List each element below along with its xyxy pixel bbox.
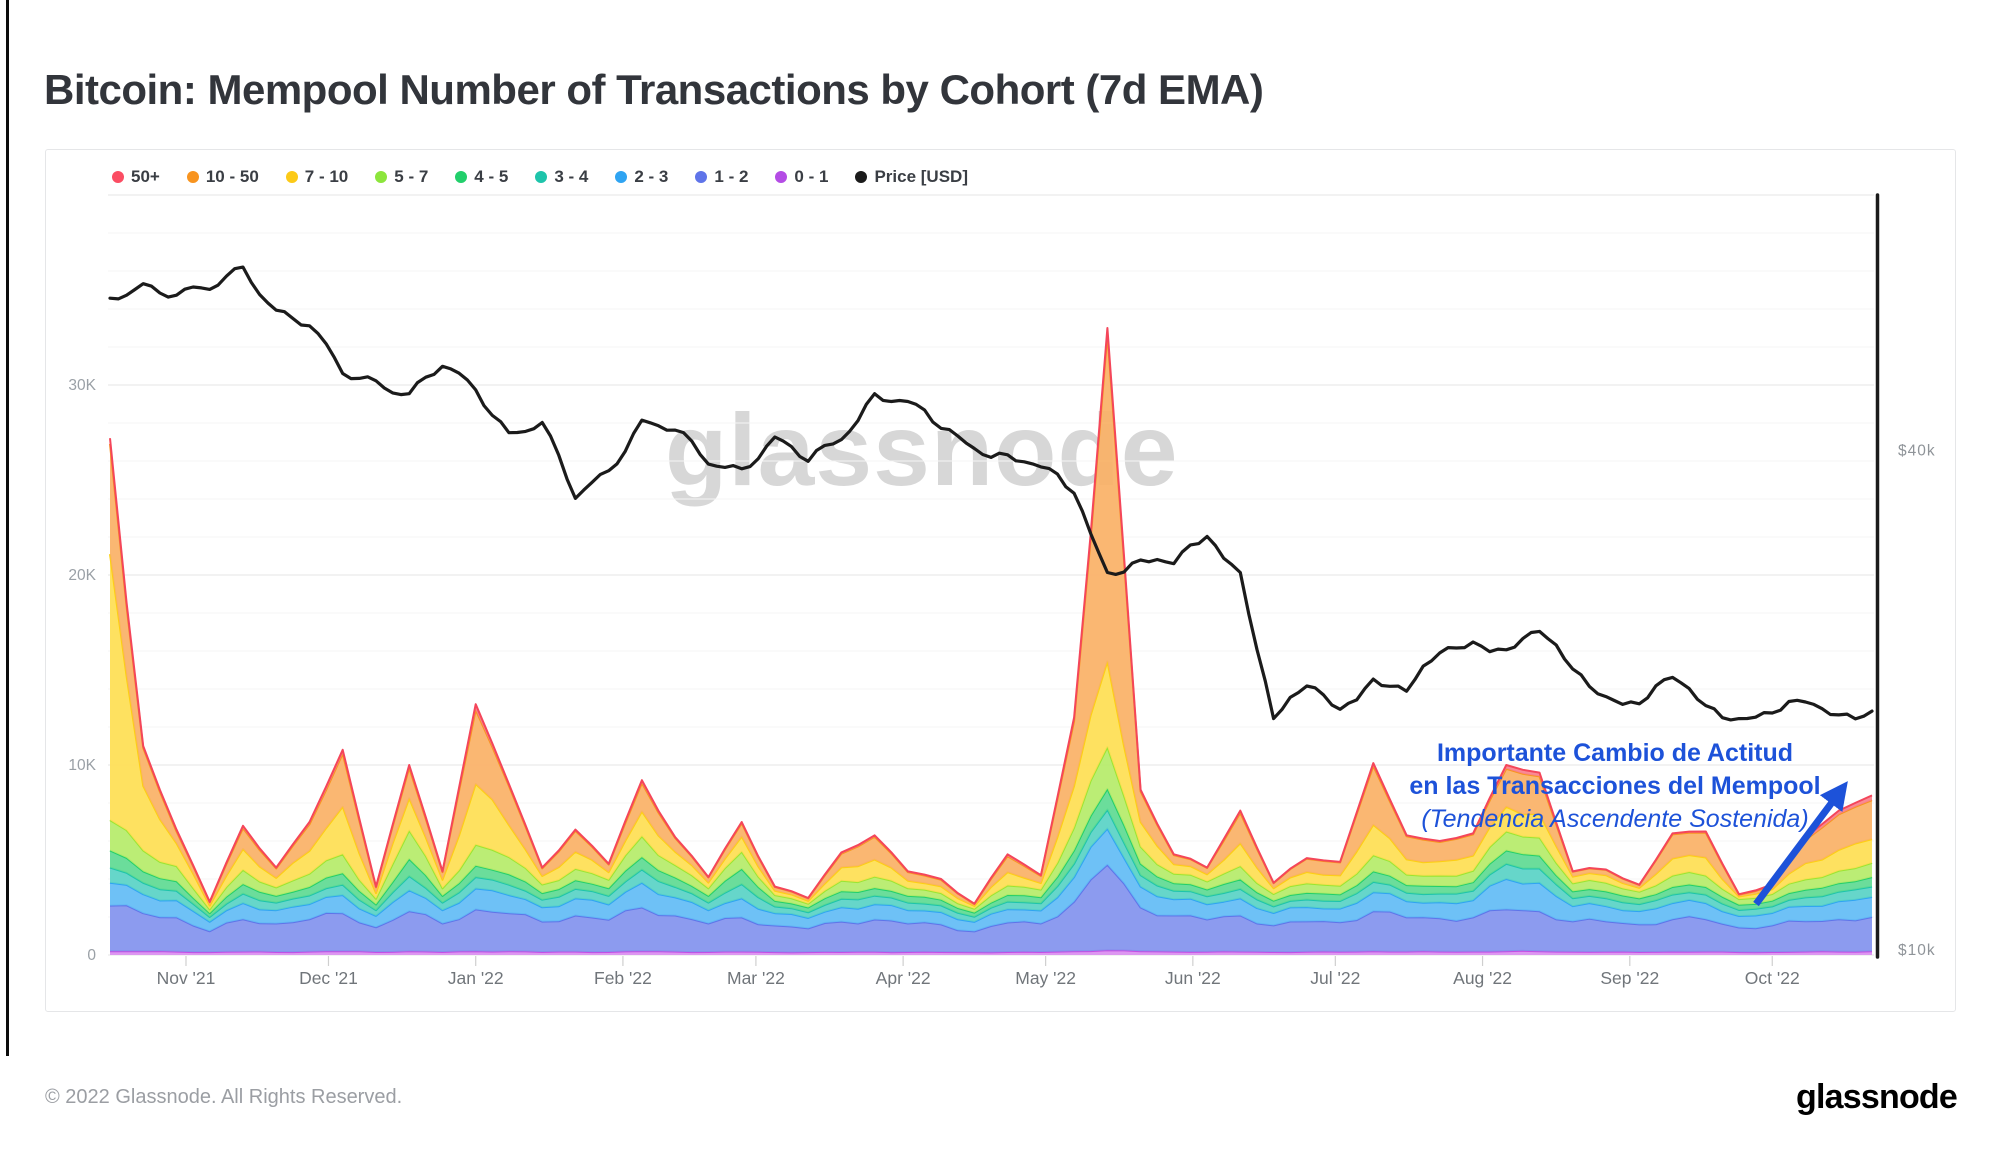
legend-item-10-50[interactable]: 10 - 50 — [186, 167, 259, 187]
legend-item-4-5[interactable]: 4 - 5 — [455, 167, 508, 187]
gridlines — [108, 194, 1874, 956]
legend-label: 7 - 10 — [304, 167, 349, 186]
area-edge-50+ — [109, 327, 1873, 905]
legend-dot — [455, 171, 468, 183]
legend-dot — [855, 171, 868, 183]
legend-item-7-10[interactable]: 7 - 10 — [285, 167, 349, 187]
y-axis-label: 10K — [68, 757, 96, 774]
x-axis-label: Dec '21 — [299, 968, 358, 988]
area-7-10 — [110, 554, 1872, 910]
area-1-2 — [110, 864, 1872, 953]
legend-label: 50+ — [131, 167, 160, 186]
legend-dot — [615, 171, 628, 183]
legend-label: 3 - 4 — [554, 167, 589, 186]
chart-legend: 50+ 10 - 50 7 - 10 5 - 7 4 - 5 3 - 4 2 - 3 1 - … — [112, 165, 968, 189]
y-axis-label: 0 — [87, 947, 96, 964]
legend-item-50+[interactable]: 50+ — [112, 167, 160, 187]
legend-dot — [535, 171, 548, 183]
x-axis-label: Aug '22 — [1453, 968, 1512, 988]
legend-item-1-2[interactable]: 1 - 2 — [695, 167, 748, 187]
legend-dot — [112, 171, 124, 183]
x-axis-label: Nov '21 — [157, 968, 216, 988]
legend-item-2-3[interactable]: 2 - 3 — [615, 167, 668, 187]
legend-label: 10 - 50 — [205, 167, 259, 186]
price-axis-label: $40k — [1898, 442, 1936, 459]
legend-dot — [285, 171, 298, 183]
legend-label: 0 - 1 — [794, 167, 829, 186]
area-2-3 — [110, 828, 1872, 932]
x-axis-label: Mar '22 — [727, 968, 785, 988]
annotation-line-3: (Tendencia Ascendente Sostenida) — [1421, 805, 1809, 833]
x-axis-label: Feb '22 — [594, 968, 652, 988]
legend-label: 2 - 3 — [634, 167, 669, 186]
x-axis-label: Jun '22 — [1165, 968, 1221, 988]
price-line — [108, 265, 1874, 722]
copyright-text: © 2022 Glassnode. All Rights Reserved. — [45, 1086, 403, 1108]
y-axis-label: 20K — [68, 567, 96, 584]
x-axis-label: Jan '22 — [448, 968, 504, 988]
x-axis-label: May '22 — [1015, 968, 1076, 988]
x-axis-label: Sep '22 — [1600, 968, 1659, 988]
axes: Nov '21 Dec '21 Jan '22 Feb '22 Mar '22 Apr '… — [68, 193, 1936, 988]
price-axis-label: $10k — [1898, 942, 1936, 959]
legend-item-5-7[interactable]: 5 - 7 — [375, 167, 428, 187]
glassnode-logo: glassnode — [1796, 1078, 1958, 1116]
page-title: Bitcoin: Mempool Number of Transactions … — [44, 66, 1264, 114]
legend-label: 5 - 7 — [394, 167, 429, 186]
trend-arrow — [1753, 781, 1848, 907]
area-10-50 — [110, 334, 1872, 907]
x-axis-label: Jul '22 — [1310, 968, 1360, 988]
window-edge-bar — [6, 0, 9, 1056]
legend-item-0-1[interactable]: 0 - 1 — [775, 167, 828, 187]
area-edge-7-10 — [109, 553, 1873, 907]
annotation-line-2: en las Transacciones del Mempool — [1409, 772, 1821, 800]
legend-label: Price [USD] — [874, 167, 968, 186]
x-axis-label: Oct '22 — [1745, 968, 1800, 988]
legend-dot — [775, 171, 788, 183]
legend-label: 4 - 5 — [474, 167, 509, 186]
stacked-areas — [109, 327, 1873, 955]
x-axis-label: Apr '22 — [876, 968, 931, 988]
legend-item-3-4[interactable]: 3 - 4 — [535, 167, 588, 187]
annotation-callout: Importante Cambio de Actitud en las Tran… — [1385, 737, 1845, 836]
annotation-line-1: Importante Cambio de Actitud — [1436, 739, 1794, 767]
legend-dot — [375, 171, 388, 183]
legend-item-price-usd-[interactable]: Price [USD] — [855, 167, 968, 187]
legend-label: 1 - 2 — [714, 167, 749, 186]
legend-dot — [695, 171, 708, 183]
legend-dot — [186, 171, 199, 183]
y-axis-label: 30K — [68, 377, 96, 394]
